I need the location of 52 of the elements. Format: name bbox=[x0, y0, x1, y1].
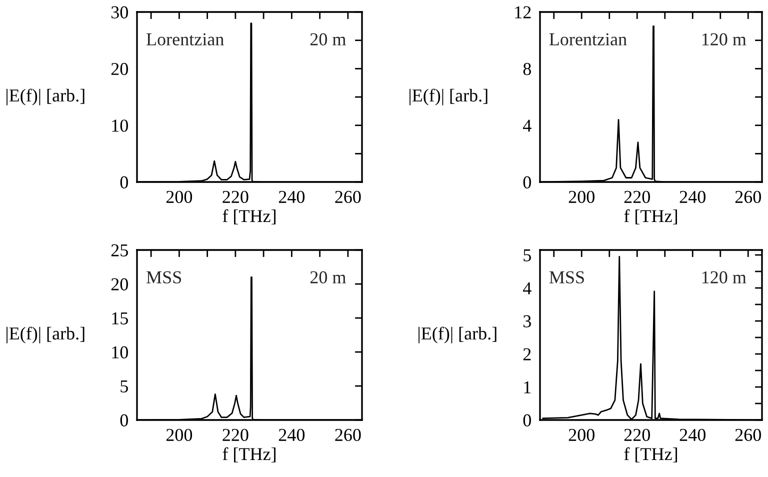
x-tick-label: 200 bbox=[166, 190, 192, 204]
y-tick-label: 20 bbox=[111, 62, 128, 76]
y-tick-label: 8 bbox=[523, 62, 531, 76]
y-tick-label: 25 bbox=[111, 244, 128, 256]
x-tick-label: 240 bbox=[278, 190, 305, 204]
x-tick-label: 200 bbox=[166, 428, 192, 442]
y-tick-label: 0 bbox=[120, 176, 128, 188]
x-tick-label: 220 bbox=[624, 190, 650, 204]
y-axis-title: |E(f)| [arb.] bbox=[418, 326, 496, 344]
y-axis-title: |E(f)| [arb.] bbox=[6, 326, 84, 344]
x-tick-label: 200 bbox=[568, 190, 594, 204]
x-tick-label: 220 bbox=[222, 190, 248, 204]
annotation: Lorentzian bbox=[549, 33, 627, 46]
y-tick-label: 30 bbox=[111, 6, 128, 18]
x-tick-label: 240 bbox=[278, 428, 305, 442]
annotation: 20 m bbox=[310, 33, 346, 46]
x-tick-label: 260 bbox=[735, 428, 761, 442]
annotation: Lorentzian bbox=[146, 33, 224, 46]
annotation: 20 m bbox=[310, 271, 346, 284]
annotation: MSS bbox=[146, 271, 182, 284]
y-tick-label: 5 bbox=[524, 249, 531, 262]
y-tick-label: 5 bbox=[120, 380, 128, 392]
y-axis-title: |E(f)| [arb.] bbox=[6, 88, 84, 106]
y-tick-label: 1 bbox=[524, 381, 531, 394]
x-tick-label: 200 bbox=[568, 428, 594, 442]
y-axis-title: |E(f)| [arb.] bbox=[410, 88, 488, 106]
y-tick-label: 4 bbox=[522, 120, 532, 132]
annotation: MSS bbox=[549, 271, 584, 284]
x-tick-label: 220 bbox=[222, 428, 248, 442]
x-tick-label: 260 bbox=[335, 428, 361, 442]
x-tick-label: 240 bbox=[680, 190, 706, 204]
annotation: 120 m bbox=[702, 33, 746, 46]
y-tick-label: 3 bbox=[524, 315, 531, 328]
y-tick-label: 2 bbox=[523, 348, 531, 360]
y-tick-label: 4 bbox=[522, 282, 532, 294]
y-tick-label: 15 bbox=[112, 312, 128, 324]
x-tick-label: 260 bbox=[735, 190, 761, 204]
y-tick-label: 12 bbox=[515, 6, 531, 18]
x-axis-title: f [THz] bbox=[222, 447, 276, 462]
y-tick-label: 0 bbox=[120, 414, 128, 426]
x-tick-label: 220 bbox=[624, 428, 650, 442]
y-tick-label: 0 bbox=[523, 414, 531, 426]
y-tick-label: 10 bbox=[112, 120, 128, 132]
y-tick-label: 0 bbox=[523, 176, 531, 188]
x-tick-label: 260 bbox=[335, 190, 361, 204]
x-axis-title: f [THz] bbox=[222, 209, 276, 224]
x-tick-label: 240 bbox=[680, 428, 706, 442]
y-tick-label: 20 bbox=[111, 278, 128, 290]
x-axis-title: f [THz] bbox=[624, 447, 677, 462]
annotation: 120 m bbox=[702, 271, 746, 284]
x-axis-title: f [THz] bbox=[624, 209, 677, 224]
y-tick-label: 10 bbox=[112, 346, 128, 358]
